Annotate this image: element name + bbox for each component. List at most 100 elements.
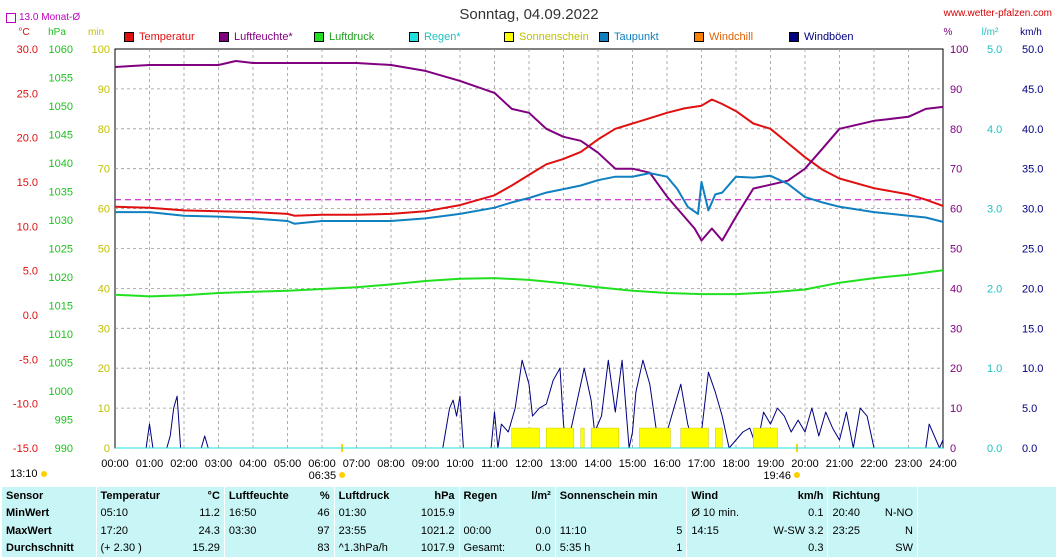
- dir-value: N-NO: [884, 507, 913, 520]
- wind-time: Ø 10 min.: [686, 504, 757, 522]
- legend-swatch: [409, 32, 419, 42]
- sun-tick-label: 90: [98, 84, 110, 96]
- legend-label: Temperatur: [139, 31, 195, 43]
- sunshine-bar: [680, 427, 709, 449]
- x-tick-label: 04:00: [239, 458, 267, 470]
- header-rain: Regen: [458, 487, 521, 505]
- x-tick-label: 23:00: [895, 458, 923, 470]
- x-tick-label: 19:00: [757, 458, 785, 470]
- press-tick-label: 1030: [49, 215, 73, 227]
- rain-unit-label: l/m²: [982, 27, 999, 38]
- press-time: 23:55: [333, 522, 408, 540]
- sunshine-bar: [590, 427, 619, 449]
- press-tick-label: 1000: [49, 386, 73, 398]
- header-press-unit: hPa: [434, 489, 455, 502]
- press-tick-label: 1055: [49, 73, 73, 85]
- temp-tick-label: -15.0: [13, 443, 38, 455]
- legend-item-temperatur: Temperatur: [124, 31, 195, 43]
- hum-tick-label: 70: [950, 164, 962, 176]
- row-label: MinWert: [6, 507, 50, 520]
- legend-swatch: [219, 32, 229, 42]
- rain-time: [458, 504, 521, 522]
- sun-tick-label: 60: [98, 204, 110, 216]
- temp-tick-label: -10.0: [13, 399, 38, 411]
- sun-time: [554, 504, 651, 522]
- temp-time: 05:10: [95, 504, 181, 522]
- legend-label: Luftdruck: [329, 31, 375, 43]
- press-time: 01:30: [333, 504, 408, 522]
- legend-label: Regen*: [424, 31, 461, 43]
- hum-tick-label: 50: [950, 244, 962, 256]
- hum-value: 97: [317, 524, 330, 537]
- press-tick-label: 1020: [49, 272, 73, 284]
- legend-item-taupunkt: Taupunkt: [599, 31, 659, 43]
- wind-unit-label: km/h: [1020, 27, 1042, 38]
- wind-tick-label: 10.0: [1022, 363, 1043, 375]
- temp-tick-label: 15.0: [17, 177, 38, 189]
- series-line-temperatur: [114, 98, 944, 217]
- current-time-label: 13:10: [10, 468, 38, 480]
- sunshine-bar: [580, 427, 585, 449]
- sun-time: 11:10: [554, 522, 651, 540]
- hum-time: 03:30: [223, 522, 309, 540]
- sun-tick-label: 80: [98, 124, 110, 136]
- sun-unit-label: min: [88, 27, 104, 38]
- hum-tick-label: 100: [950, 44, 968, 56]
- source-link[interactable]: www.wetter-pfalzen.com: [943, 8, 1052, 19]
- hum-time: [223, 539, 309, 557]
- x-tick-label: 21:00: [826, 458, 854, 470]
- sun-tick-label: 70: [98, 164, 110, 176]
- stats-spacer: [917, 487, 1056, 505]
- wind-value: W-SW 3.2: [773, 524, 824, 537]
- wind-value: 0.1: [808, 507, 824, 520]
- hum-value: 46: [317, 507, 330, 520]
- stats-spacer: [917, 522, 1056, 540]
- x-tick-label: 00:00: [101, 458, 129, 470]
- chart-title: Sonntag, 04.09.2022: [459, 6, 599, 23]
- header-temp-unit: °C: [207, 489, 220, 502]
- header-wind-unit: km/h: [797, 489, 824, 502]
- press-tick-label: 1005: [49, 358, 73, 370]
- stats-table: Sensor Temperatur °C Luftfeuchte % Luftd…: [2, 487, 1056, 557]
- sunshine-bar: [753, 427, 778, 449]
- sun-tick-label: 20: [98, 363, 110, 375]
- legend-item-sonnenschein: Sonnenschein: [504, 31, 589, 43]
- legend-label: Windböen: [804, 31, 854, 43]
- press-tick-label: 1025: [49, 244, 73, 256]
- header-rain-unit: l/m²: [531, 489, 551, 502]
- wind-tick-label: 35.0: [1022, 164, 1043, 176]
- row-label: Durchschnitt: [6, 542, 74, 555]
- header-wind: Wind: [686, 487, 757, 505]
- sunrise-sun-icon: [339, 472, 346, 478]
- x-tick-label: 03:00: [205, 458, 233, 470]
- hum-tick-label: 40: [950, 283, 962, 295]
- sun-tick-label: 0: [104, 443, 110, 455]
- sunshine-bar: [715, 427, 723, 449]
- monthly-average-text: 13.0 Monat-Ø: [19, 12, 81, 23]
- weather-chart: °C hPa min% l/m² km/h 30.0 25.0 20.0 15.0 10.0 5.0…: [10, 27, 1043, 482]
- x-tick-label: 24:00: [929, 458, 957, 470]
- x-tick-label: 20:00: [791, 458, 819, 470]
- press-tick-label: 1015: [49, 301, 73, 313]
- temp-value: 11.2: [199, 507, 220, 520]
- press-tick-label: 1040: [49, 158, 73, 170]
- legend-label: Taupunkt: [614, 31, 659, 43]
- header-press: Luftdruck: [333, 487, 408, 505]
- x-tick-label: 01:00: [136, 458, 164, 470]
- sun-tick-label: 100: [92, 44, 110, 56]
- wind-tick-label: 50.0: [1022, 44, 1043, 56]
- x-tick-label: 18:00: [722, 458, 750, 470]
- legend-item-windchill: Windchill: [694, 31, 753, 43]
- temp-tick-label: 10.0: [17, 221, 38, 233]
- wind-time: 14:15: [686, 522, 757, 540]
- temp-tick-label: -5.0: [19, 354, 38, 366]
- legend-swatch: [504, 32, 514, 42]
- header-sun: Sonnenschein min: [554, 487, 687, 505]
- legend-label: Sonnenschein: [519, 31, 589, 43]
- current-time-sun-icon: [41, 471, 47, 477]
- monthly-average-label: 13.0 Monat-Ø: [6, 12, 80, 23]
- temp-tick-label: 20.0: [17, 133, 38, 145]
- wind-tick-label: 20.0: [1022, 283, 1043, 295]
- press-tick-label: 1010: [49, 329, 73, 341]
- sun-time: 5:35 h: [554, 539, 651, 557]
